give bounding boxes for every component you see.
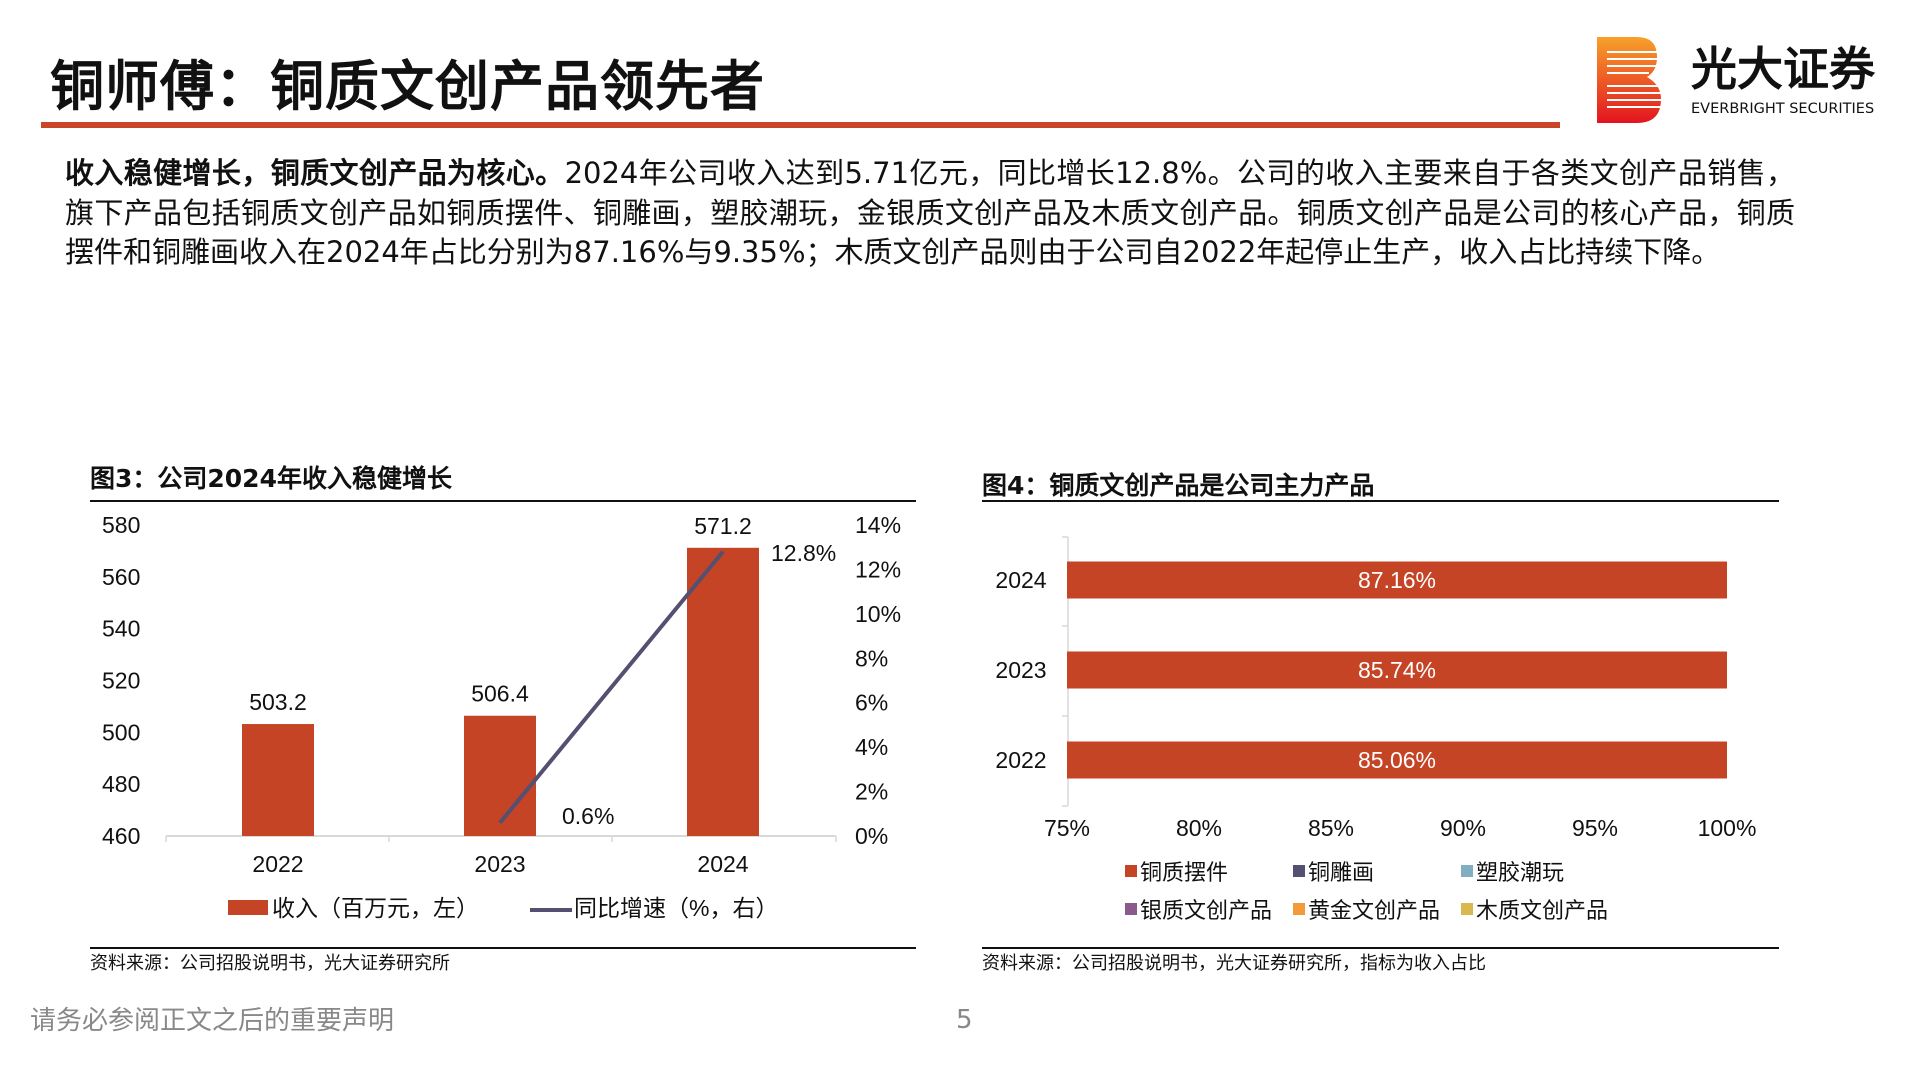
paragraph-body: 2024年公司收入达到5.71亿元，同比增长12.8%。公司的收入主要来自于各类… [65,156,1795,269]
y-left-tick-label: 560 [102,564,140,590]
fig4-top-rule [982,500,1779,502]
legend-swatch [1293,865,1305,877]
fig4-bottom-rule [982,947,1779,949]
legend-label: 收入（百万元，左） [272,895,479,921]
legend-swatch [1461,903,1473,915]
legend-label: 铜雕画 [1308,860,1374,885]
stacked-segment [1067,651,1727,689]
x-tick-label: 2024 [697,851,748,877]
bar-data-label: 503.2 [249,689,307,715]
x-tick-label: 90% [1440,815,1486,841]
fig4-source: 资料来源：公司招股说明书，光大证券研究所，指标为收入占比 [982,953,1486,974]
y-right-tick-label: 8% [855,645,888,671]
line-data-label: 12.8% [771,540,836,566]
fig3-top-rule [90,500,916,502]
fig3-source: 资料来源：公司招股说明书，光大证券研究所 [90,953,450,974]
title-divider [41,122,1560,128]
y-right-tick-label: 4% [855,734,888,760]
legend-label: 黄金文创产品 [1308,898,1440,923]
fig4-title: 图4：铜质文创产品是公司主力产品 [982,471,1375,500]
x-tick-label: 95% [1572,815,1618,841]
y-left-tick-label: 520 [102,668,140,694]
product-mix-chart: 2024 87.16% 2023 85.74% 2022 85.06% 75% 80% 85% 9… [995,536,1757,923]
x-tick-label: 2023 [474,851,525,877]
page-title: 铜师傅：铜质文创产品领先者 [50,55,765,118]
stacked-segment [1067,561,1727,599]
y-tick-label: 2023 [995,657,1046,683]
revenue-chart: 460 480 500 520 540 560 580 0% 2% 4% 6% 8% 10% 12% 14%… [102,512,901,921]
legend-swatch [1461,865,1473,877]
y-tick-label: 2022 [995,747,1046,773]
paragraph-lead: 收入稳健增长，铜质文创产品为核心。 [65,156,565,190]
x-tick-label: 85% [1308,815,1354,841]
y-left-tick-label: 480 [102,771,140,797]
fig3-bottom-rule [90,947,916,949]
logo-en: EVERBRIGHT SECURITIES [1691,101,1874,117]
everbright-logo: 光大证券 EVERBRIGHT SECURITIES [1597,37,1897,123]
growth-line [498,550,725,824]
y-right-tick-label: 6% [855,690,888,716]
page-number: 5 [956,1005,973,1035]
revenue-bar [464,715,536,836]
y-left-tick-label: 460 [102,823,140,849]
y-right-tick-label: 10% [855,601,901,627]
y-tick-label: 2024 [995,567,1046,593]
legend-label: 银质文创产品 [1140,898,1272,923]
segment-data-label: 87.16% [1358,567,1436,593]
y-left-tick-label: 540 [102,616,140,642]
legend-label: 木质文创产品 [1476,898,1608,923]
fig3-title: 图3：公司2024年收入稳健增长 [90,464,452,493]
y-right-tick-label: 12% [855,556,901,582]
legend-swatch [1125,865,1137,877]
y-right-tick-label: 2% [855,779,888,805]
bar-data-label: 571.2 [694,513,752,539]
legend-label: 塑胶潮玩 [1476,860,1564,885]
x-tick-label: 2022 [252,851,303,877]
logo-cn: 光大证券 [1691,42,1876,96]
legend-label: 同比增速（%，右） [574,895,778,921]
summary-paragraph: 收入稳健增长，铜质文创产品为核心。2024年公司收入达到5.71亿元，同比增长1… [65,154,1795,273]
legend-swatch [1293,903,1305,915]
legend-label: 铜质摆件 [1140,860,1228,885]
bar-data-label: 506.4 [471,681,529,707]
segment-data-label: 85.06% [1358,747,1436,773]
y-right-tick-label: 14% [855,512,901,538]
revenue-bar [687,547,759,836]
line-data-label: 0.6% [562,803,614,829]
x-tick-label: 75% [1044,815,1090,841]
x-tick-label: 100% [1698,815,1757,841]
y-left-tick-label: 580 [102,512,140,538]
y-right-tick-label: 0% [855,823,888,849]
legend-swatch [1125,903,1137,915]
x-tick-label: 80% [1176,815,1222,841]
segment-data-label: 85.74% [1358,657,1436,683]
stacked-segment [1067,741,1727,779]
disclaimer: 请务必参阅正文之后的重要声明 [30,1006,395,1036]
legend-bar-swatch [228,900,268,915]
revenue-bar [242,724,314,836]
y-left-tick-label: 500 [102,719,140,745]
